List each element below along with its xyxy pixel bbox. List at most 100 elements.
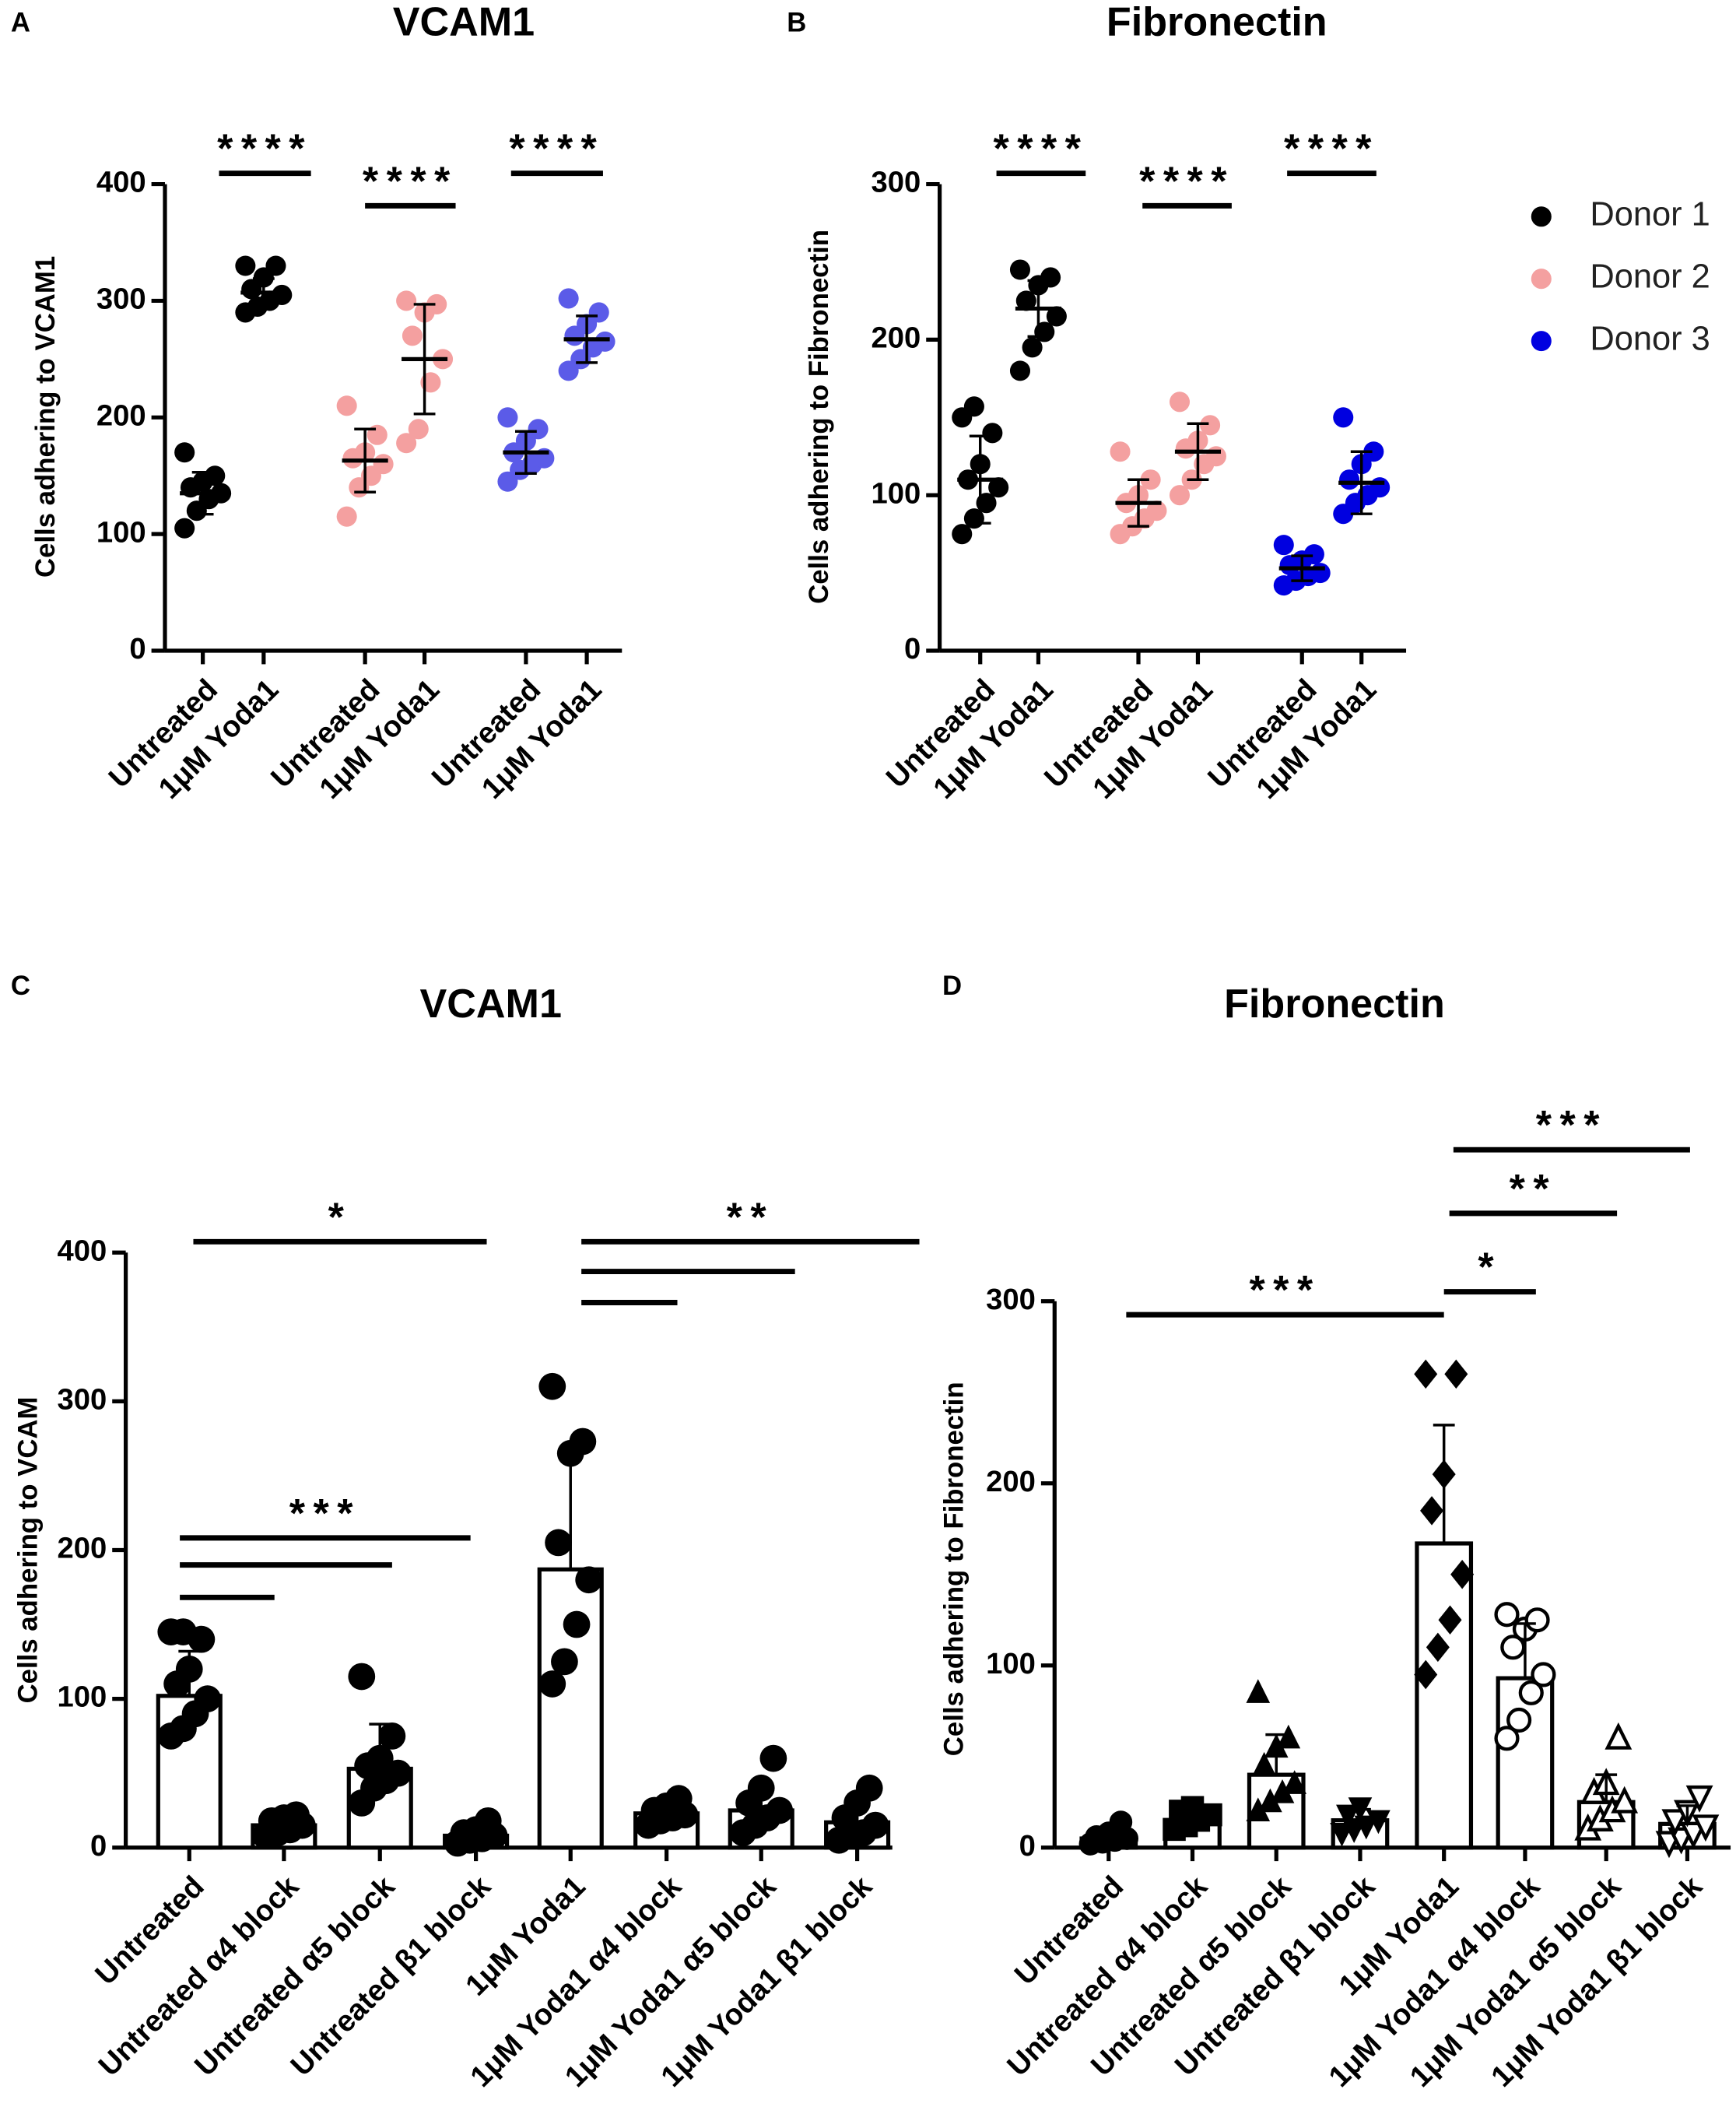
data-point bbox=[1524, 1607, 1550, 1633]
data-point bbox=[575, 1566, 603, 1594]
data-point bbox=[1303, 544, 1324, 565]
data-point bbox=[545, 1529, 572, 1557]
y-tick-label: 300 bbox=[96, 283, 146, 316]
data-point bbox=[988, 477, 1009, 498]
data-point bbox=[861, 1811, 889, 1839]
data-point bbox=[1692, 1814, 1720, 1842]
data-point bbox=[426, 293, 447, 314]
data-point bbox=[594, 331, 615, 352]
chart-title: Fibronectin bbox=[1224, 981, 1445, 1027]
y-tick-label: 200 bbox=[57, 1532, 107, 1565]
data-point bbox=[528, 419, 549, 440]
legend-marker bbox=[1531, 269, 1552, 290]
y-tick-label: 0 bbox=[129, 632, 146, 665]
significance-label: * bbox=[328, 1195, 352, 1240]
data-point bbox=[1205, 446, 1226, 467]
significance-label: **** bbox=[1139, 159, 1235, 204]
significance-label: *** bbox=[289, 1491, 361, 1536]
data-point bbox=[474, 1807, 502, 1835]
y-tick-label: 300 bbox=[871, 166, 921, 199]
y-tick-label: 200 bbox=[986, 1465, 1036, 1498]
data-point bbox=[1354, 1815, 1379, 1840]
significance-label: **** bbox=[1284, 127, 1380, 172]
data-point bbox=[1282, 1770, 1306, 1794]
panel-letter: A bbox=[11, 9, 30, 38]
data-point bbox=[1414, 1359, 1438, 1389]
data-point bbox=[952, 524, 973, 545]
data-point bbox=[1009, 259, 1031, 280]
data-point bbox=[563, 1610, 591, 1638]
significance-label: ** bbox=[727, 1195, 774, 1240]
y-tick-label: 200 bbox=[96, 399, 146, 432]
data-point bbox=[1366, 1810, 1391, 1835]
data-point bbox=[408, 419, 429, 440]
data-point bbox=[1611, 1786, 1639, 1814]
y-tick-label: 0 bbox=[90, 1829, 107, 1863]
data-point bbox=[1494, 1726, 1520, 1751]
data-point bbox=[1146, 500, 1167, 521]
panel-letter: B bbox=[787, 9, 806, 38]
data-point bbox=[1310, 563, 1331, 584]
y-tick-label: 0 bbox=[904, 632, 921, 665]
y-tick-label: 0 bbox=[1019, 1829, 1036, 1863]
data-point bbox=[497, 407, 518, 428]
data-point bbox=[1685, 1785, 1713, 1813]
data-point bbox=[1420, 1496, 1444, 1526]
data-point bbox=[1426, 1632, 1450, 1663]
y-axis-label: Cells adhering to VCAM1 bbox=[31, 256, 61, 578]
data-point bbox=[336, 506, 357, 527]
data-point bbox=[1370, 477, 1391, 498]
data-point bbox=[265, 255, 286, 276]
data-point bbox=[982, 423, 1003, 444]
legend-label: Donor 3 bbox=[1590, 321, 1710, 358]
data-point bbox=[538, 1670, 566, 1698]
data-point bbox=[1444, 1359, 1468, 1389]
data-point bbox=[766, 1796, 794, 1824]
data-point bbox=[1252, 1751, 1276, 1776]
y-tick-label: 300 bbox=[57, 1382, 107, 1416]
bar bbox=[537, 1567, 604, 1850]
data-point bbox=[194, 1685, 222, 1712]
data-point bbox=[205, 465, 226, 486]
y-axis-label: Cells adhering to Fibronectin bbox=[940, 1382, 970, 1756]
data-point bbox=[1009, 360, 1031, 381]
data-point bbox=[1200, 415, 1221, 436]
data-point bbox=[1110, 441, 1131, 462]
significance-label: * bbox=[1478, 1245, 1502, 1291]
data-point bbox=[396, 290, 417, 311]
data-point bbox=[1494, 1602, 1520, 1628]
significance-label: *** bbox=[1249, 1268, 1320, 1313]
chart-title: Fibronectin bbox=[1106, 0, 1327, 44]
panel-letter: D bbox=[942, 971, 962, 1001]
data-point bbox=[348, 1663, 376, 1691]
data-point bbox=[174, 442, 195, 463]
data-point bbox=[538, 1372, 566, 1400]
data-point bbox=[1109, 1810, 1133, 1834]
data-point bbox=[665, 1785, 693, 1813]
significance-label: *** bbox=[1536, 1103, 1608, 1148]
data-point bbox=[1336, 1804, 1360, 1829]
chart-title: VCAM1 bbox=[420, 981, 562, 1027]
legend-label: Donor 2 bbox=[1590, 258, 1710, 296]
significance-label: **** bbox=[993, 127, 1089, 172]
data-point bbox=[1015, 290, 1036, 311]
data-point bbox=[1276, 1724, 1301, 1749]
data-point bbox=[1363, 441, 1384, 462]
y-tick-label: 100 bbox=[96, 515, 146, 549]
data-point bbox=[170, 1618, 197, 1645]
y-tick-label: 400 bbox=[96, 166, 146, 199]
data-point bbox=[1046, 306, 1067, 327]
y-tick-label: 400 bbox=[57, 1234, 107, 1267]
data-point bbox=[1438, 1605, 1462, 1635]
data-point bbox=[1246, 1679, 1271, 1703]
significance-label: **** bbox=[363, 159, 458, 204]
data-point bbox=[1604, 1722, 1633, 1750]
data-point bbox=[588, 302, 609, 323]
legend-label: Donor 1 bbox=[1590, 196, 1710, 234]
data-point bbox=[235, 255, 256, 276]
data-point bbox=[402, 325, 423, 346]
data-point bbox=[1414, 1659, 1438, 1690]
data-point bbox=[1518, 1680, 1544, 1705]
legend-marker bbox=[1531, 206, 1552, 227]
data-point bbox=[569, 1427, 597, 1456]
